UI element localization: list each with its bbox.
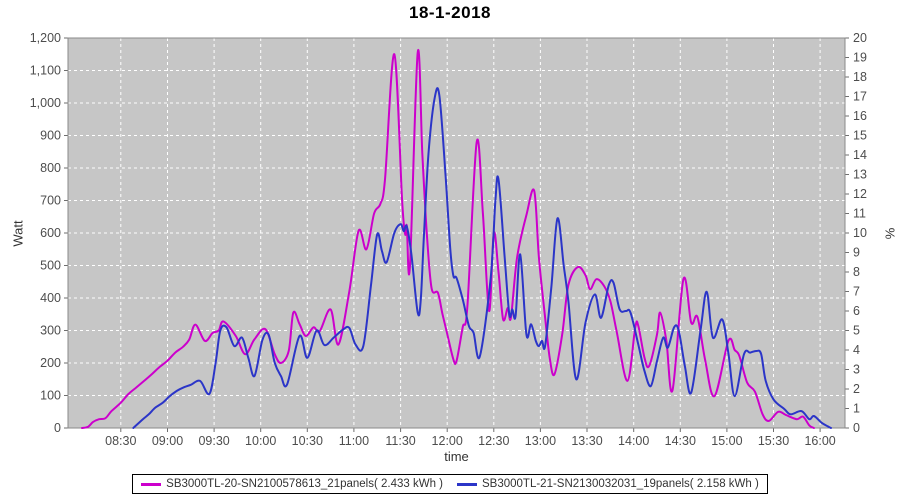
y-right-tick-label: 0 [853, 421, 860, 435]
x-tick-label: 15:00 [711, 434, 742, 448]
y-left-tick-label: 200 [40, 356, 61, 370]
y-right-tick-label: 1 [853, 402, 860, 416]
y-left-tick-label: 900 [40, 129, 61, 143]
series-line-1 [132, 87, 832, 429]
y-left-tick-label: 800 [40, 161, 61, 175]
y-right-tick-label: 10 [853, 226, 867, 240]
y-right-tick-label: 15 [853, 129, 867, 143]
y-left-tick-label: 400 [40, 291, 61, 305]
x-tick-label: 14:30 [665, 434, 696, 448]
y-right-tick-label: 11 [853, 207, 866, 221]
y-axis-label-percent: % [882, 227, 898, 240]
chart-title: 18-1-2018 [408, 3, 491, 22]
y-left-tick-label: 500 [40, 259, 61, 273]
y-left-tick-label: 700 [40, 194, 61, 208]
y-left-tick-label: 1,000 [30, 96, 61, 110]
legend-label-inverter-21: SB3000TL-21-SN2130032031_19panels( 2.158… [482, 478, 759, 490]
legend: SB3000TL-20-SN2100578613_21panels( 2.433… [0, 474, 900, 494]
y-right-tick-label: 19 [853, 51, 867, 65]
y-right-tick-label: 3 [853, 363, 860, 377]
x-tick-label: 12:00 [432, 434, 463, 448]
x-tick-label: 10:30 [292, 434, 323, 448]
x-tick-label: 13:30 [571, 434, 602, 448]
series-line-0 [81, 49, 815, 429]
x-tick-label: 11:30 [385, 434, 415, 448]
x-tick-label: 10:00 [245, 434, 276, 448]
x-tick-label: 16:00 [804, 434, 835, 448]
y-right-tick-label: 16 [853, 109, 867, 123]
y-right-tick-label: 6 [853, 304, 860, 318]
legend-box: SB3000TL-20-SN2100578613_21panels( 2.433… [132, 474, 768, 494]
y-left-tick-label: 100 [40, 389, 61, 403]
y-right-tick-label: 12 [853, 187, 867, 201]
y-right-tick-label: 14 [853, 148, 867, 162]
y-right-tick-label: 4 [853, 343, 860, 357]
series-0-color-swatch [141, 482, 162, 486]
y-right-tick-label: 9 [853, 246, 860, 260]
y-left-tick-label: 300 [40, 324, 61, 338]
y-left-tick-label: 1,100 [30, 64, 61, 78]
y-right-tick-label: 2 [853, 382, 860, 396]
legend-label-inverter-20: SB3000TL-20-SN2100578613_21panels( 2.433… [166, 478, 443, 490]
y-left-tick-label: 0 [54, 421, 61, 435]
legend-item-inverter-21: SB3000TL-21-SN2130032031_19panels( 2.158… [457, 478, 759, 490]
x-tick-label: 15:30 [758, 434, 789, 448]
x-tick-label: 14:00 [618, 434, 649, 448]
y-left-tick-label: 1,200 [30, 31, 61, 45]
plot-border [67, 37, 846, 429]
y-right-tick-label: 13 [853, 168, 867, 182]
y-axis-label-watt: Watt [10, 220, 26, 247]
x-axis-label-time: time [444, 449, 469, 464]
x-tick-label: 09:30 [198, 434, 229, 448]
x-tick-label: 11:00 [339, 434, 369, 448]
x-tick-label: 08:30 [105, 434, 136, 448]
legend-item-inverter-20: SB3000TL-20-SN2100578613_21panels( 2.433… [141, 478, 443, 490]
series-1-color-swatch [457, 482, 477, 486]
y-right-tick-label: 8 [853, 265, 860, 279]
y-right-tick-label: 5 [853, 324, 860, 338]
y-right-tick-label: 18 [853, 70, 867, 84]
y-right-tick-label: 20 [853, 31, 867, 45]
x-tick-label: 12:30 [478, 434, 509, 448]
y-right-tick-label: 7 [853, 285, 860, 299]
x-tick-label: 09:00 [152, 434, 183, 448]
y-right-tick-label: 17 [853, 90, 867, 104]
y-left-tick-label: 600 [40, 226, 61, 240]
x-tick-label: 13:00 [525, 434, 556, 448]
